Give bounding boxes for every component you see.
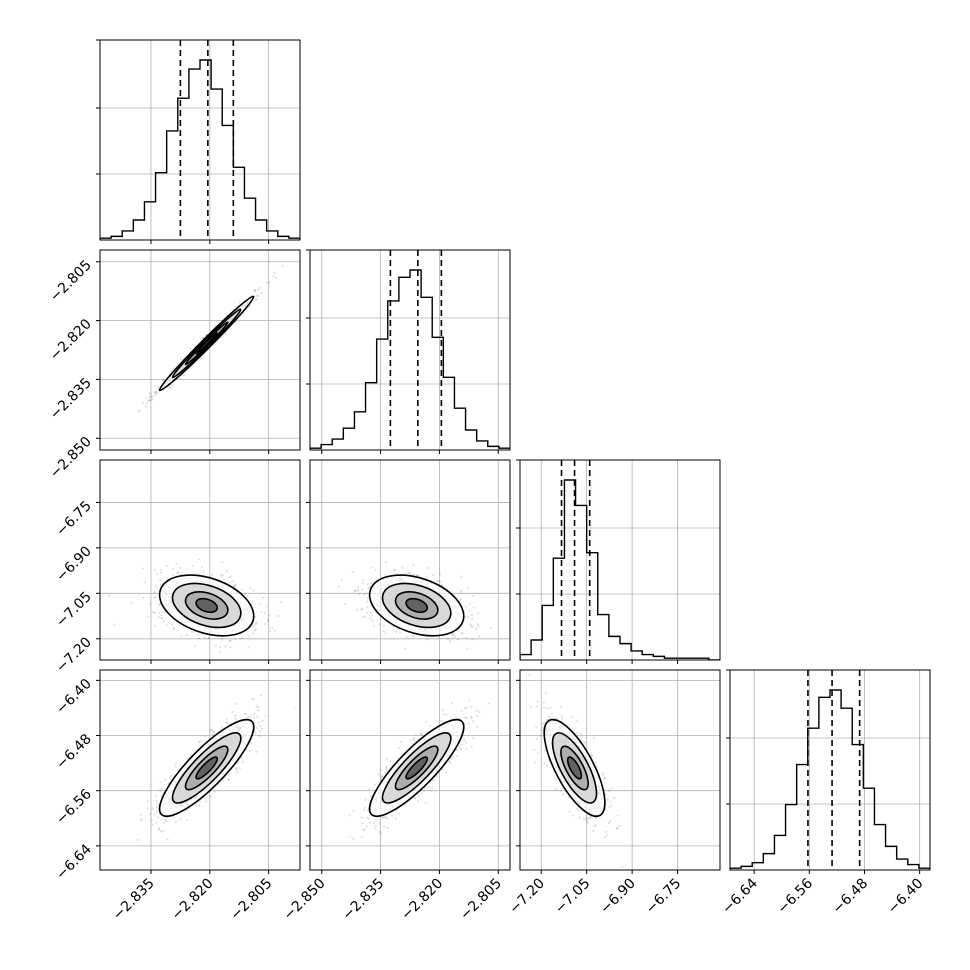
axes-frame-2-1 bbox=[309, 459, 511, 661]
x-tick-label-3-0: −6.64 bbox=[719, 875, 761, 917]
axes-frame-1-0 bbox=[99, 249, 301, 451]
contour-2-1-3 bbox=[405, 597, 429, 614]
axes-frame-3-1 bbox=[309, 669, 511, 871]
x-tick-label-1-2: −2.820 bbox=[398, 876, 446, 924]
x-tick-label-0-2: −2.805 bbox=[228, 876, 276, 924]
panel-2-1 bbox=[306, 459, 511, 664]
histogram-1 bbox=[310, 269, 510, 450]
y-tick-label-3-0: −6.64 bbox=[53, 841, 95, 883]
panel-2-2 bbox=[516, 459, 721, 664]
axes-frame-3-0 bbox=[99, 669, 301, 871]
histogram-0 bbox=[100, 59, 300, 240]
contour-3-1-3 bbox=[405, 756, 429, 780]
x-tick-label-0-1: −2.820 bbox=[169, 876, 217, 924]
x-tick-label-1-0: −2.850 bbox=[281, 876, 329, 924]
x-tick-label-1-3: −2.805 bbox=[457, 876, 505, 924]
histogram-3 bbox=[730, 689, 930, 870]
panel-2-0: −7.20−7.05−6.90−6.75 bbox=[53, 459, 301, 676]
axes-frame-2-0 bbox=[99, 459, 301, 661]
axes-frame-2-2 bbox=[519, 459, 721, 661]
y-tick-label-1-3: −2.805 bbox=[47, 257, 95, 305]
y-tick-label-2-3: −6.75 bbox=[53, 498, 95, 540]
contour-3-0-3 bbox=[195, 756, 219, 780]
axes-frame-3-3 bbox=[729, 669, 931, 871]
x-tick-label-0-0: −2.835 bbox=[110, 876, 158, 924]
panel-3-2: −7.20 −7.05 −6.90 −6.75 bbox=[506, 669, 721, 918]
y-tick-label-2-2: −6.90 bbox=[53, 543, 95, 585]
x-tick-label-1-1: −2.835 bbox=[339, 876, 387, 924]
y-tick-label-3-2: −6.48 bbox=[53, 731, 95, 773]
contour-1-0-3 bbox=[195, 331, 219, 355]
x-tick-label-2-2: −6.90 bbox=[597, 876, 639, 918]
panel-1-1 bbox=[306, 249, 511, 454]
y-tick-label-1-2: −2.820 bbox=[47, 316, 95, 364]
panel-3-1: −2.850 −2.835 −2.820 −2.805 bbox=[281, 669, 511, 924]
x-tick-label-2-3: −6.75 bbox=[643, 876, 685, 918]
y-tick-label-1-1: −2.835 bbox=[47, 375, 95, 423]
x-tick-label-3-3: −6.40 bbox=[885, 876, 927, 918]
axes-frame-0-0 bbox=[99, 39, 301, 241]
contour-3-2-3 bbox=[566, 756, 583, 780]
contour-2-0-3 bbox=[195, 597, 219, 614]
panel-3-3: −6.64 −6.56 −6.48 −6.40 bbox=[719, 669, 931, 918]
y-tick-label-1-0: −2.850 bbox=[47, 434, 95, 482]
y-tick-label-3-3: −6.40 bbox=[53, 676, 95, 718]
histogram-2 bbox=[520, 479, 720, 660]
x-tick-label-2-1: −7.05 bbox=[552, 876, 594, 918]
axes-frame-1-1 bbox=[309, 249, 511, 451]
panel-0-0 bbox=[96, 39, 301, 244]
panel-3-0: −6.64 −6.56 −6.48 −6.40 −2.835 −2.820 −2.805 bbox=[53, 669, 301, 924]
x-tick-label-3-1: −6.56 bbox=[774, 875, 816, 917]
panel-1-0: −2.850 −2.835 −2.820 −2.805 bbox=[47, 249, 301, 482]
y-tick-label-3-1: −6.56 bbox=[53, 786, 95, 828]
x-tick-label-2-0: −7.20 bbox=[506, 876, 548, 918]
y-tick-label-2-0: −7.20 bbox=[53, 634, 95, 676]
y-tick-label-2-1: −7.05 bbox=[53, 589, 95, 631]
axes-frame-3-2 bbox=[519, 669, 721, 871]
x-tick-label-3-2: −6.48 bbox=[830, 876, 872, 918]
